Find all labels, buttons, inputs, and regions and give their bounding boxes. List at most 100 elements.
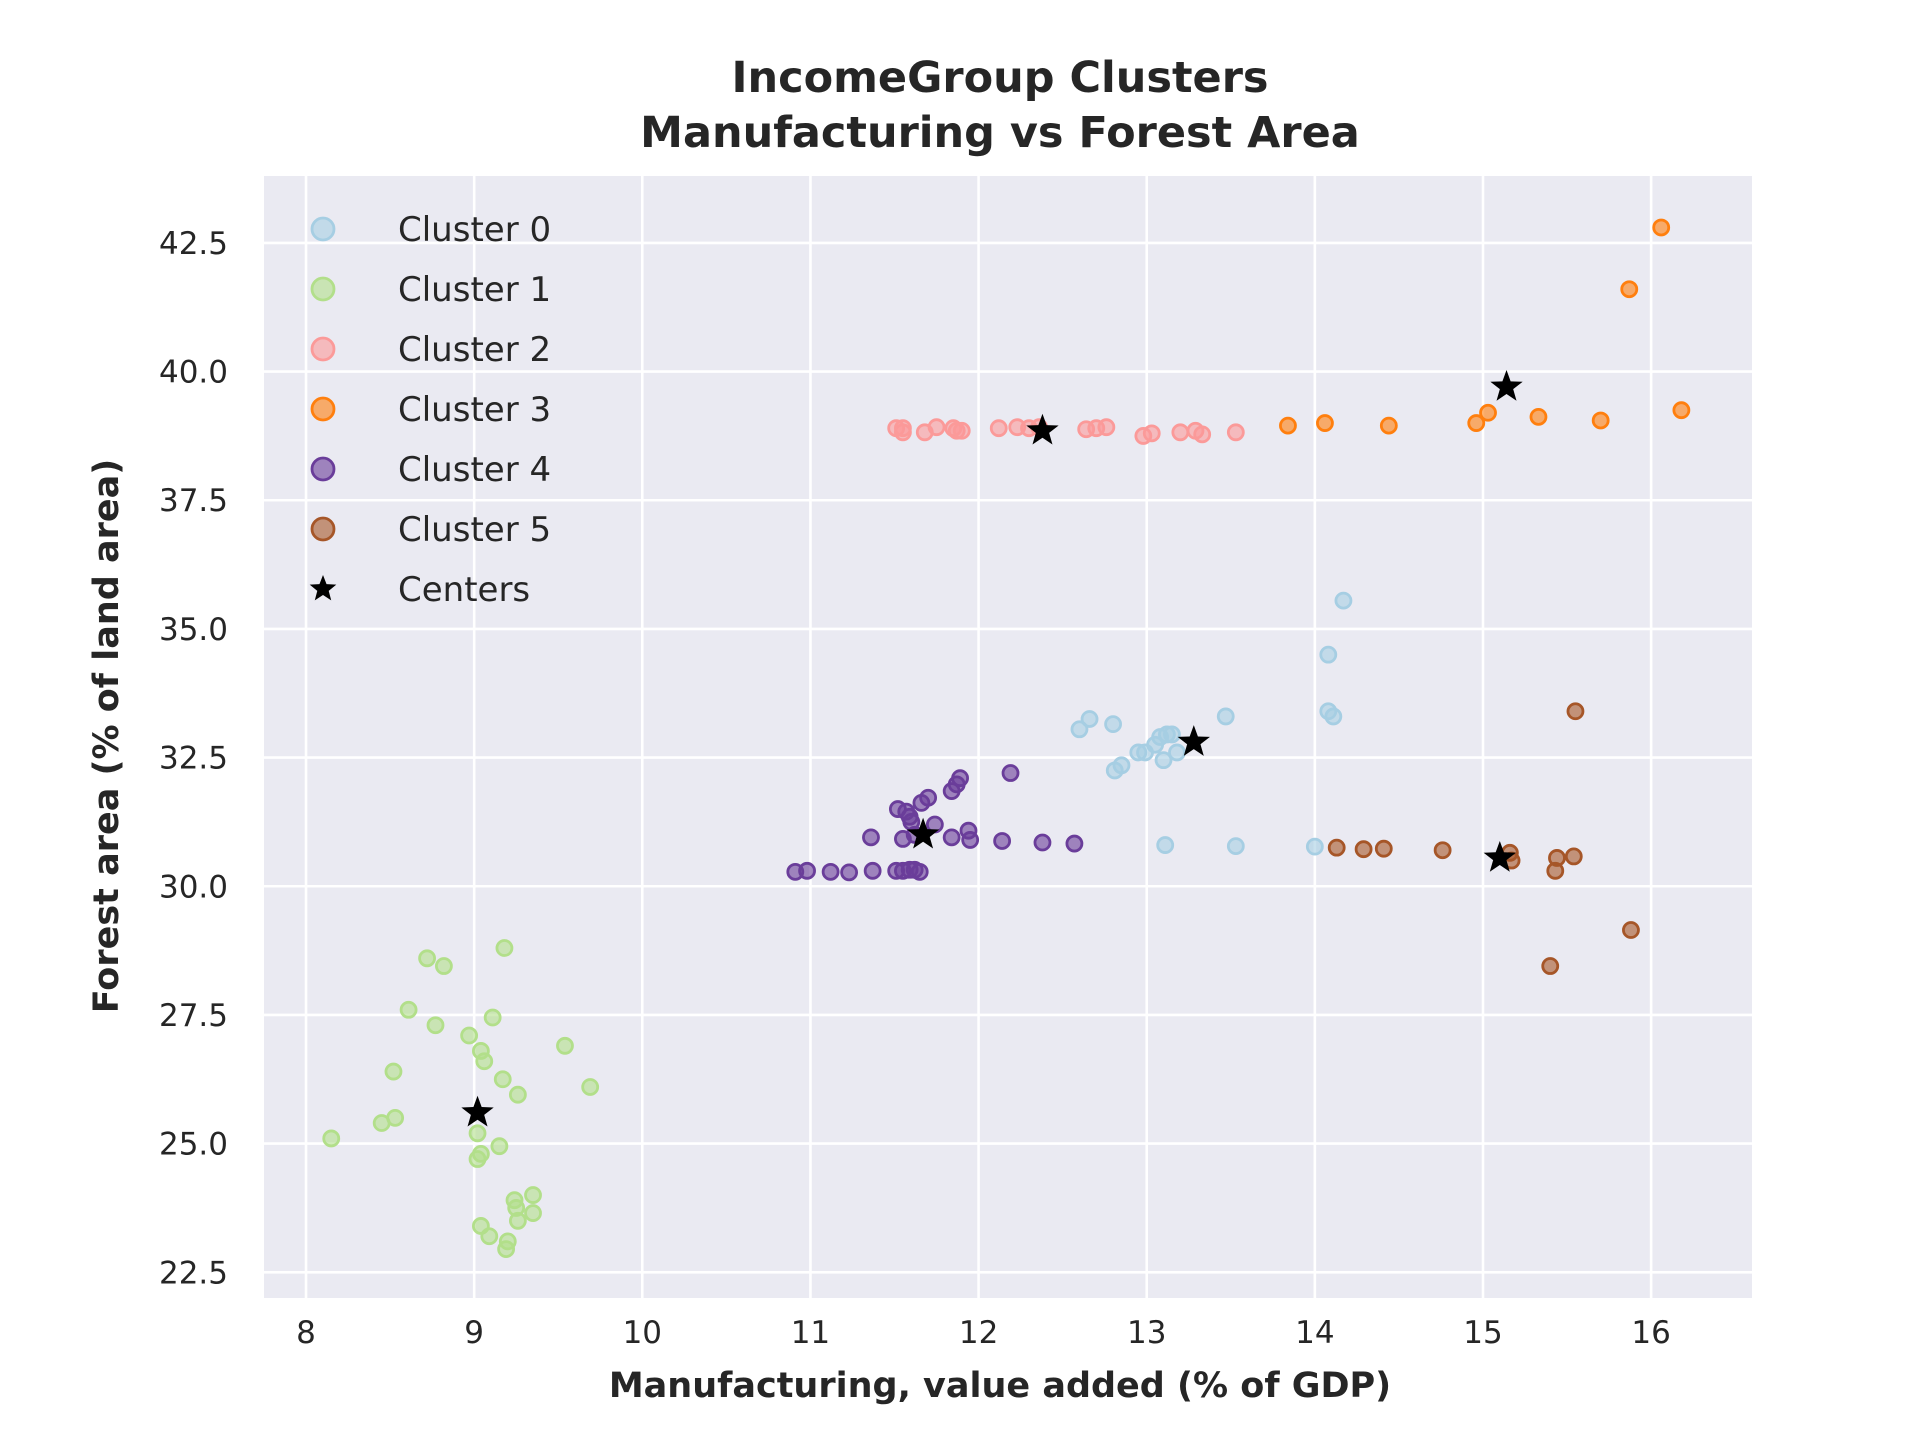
cluster-1-point	[399, 1000, 418, 1019]
cluster-5-point	[1548, 849, 1566, 867]
cluster-3-point	[1529, 407, 1548, 426]
cluster-0-point	[1216, 707, 1235, 726]
cluster-4-point	[961, 831, 980, 849]
cluster-center-star	[906, 817, 940, 849]
legend-marker	[310, 456, 336, 482]
cluster-4-point	[862, 828, 880, 847]
legend-marker	[310, 516, 336, 542]
cluster-5-point	[1374, 839, 1393, 858]
y-tick-label: 35.0	[159, 612, 228, 648]
cluster-5-point	[1433, 841, 1452, 860]
cluster-4-point	[942, 828, 961, 847]
chart-title-line-2: Manufacturing vs Forest Area	[640, 108, 1360, 158]
cluster-0-point	[1226, 837, 1245, 856]
cluster-5-point	[1354, 840, 1373, 859]
cluster-4-point	[1033, 833, 1052, 852]
cluster-4-point	[951, 769, 969, 788]
cluster-0-point	[1168, 743, 1186, 762]
x-axis-ticks: 8 9 10 11 12 13 14 15 16	[296, 1315, 1671, 1351]
cluster-2-point	[894, 419, 912, 438]
cluster-0-point	[1319, 645, 1338, 664]
cluster-3-point	[1479, 403, 1497, 422]
cluster-0-point	[1070, 720, 1089, 739]
cluster-1-point	[468, 1124, 487, 1143]
cluster-0-point	[1080, 710, 1099, 728]
cluster-centers	[461, 370, 1523, 1127]
cluster-0-point	[1334, 591, 1353, 610]
cluster-1-point	[524, 1204, 542, 1222]
legend-label: Cluster 2	[398, 330, 551, 370]
legend-label: Cluster 5	[398, 510, 551, 550]
cluster-1-point	[556, 1036, 574, 1055]
cluster-center-star	[1026, 413, 1059, 445]
cluster-3-point	[1467, 414, 1486, 432]
cluster-3-point	[1652, 218, 1671, 237]
cluster-1-point	[581, 1078, 600, 1096]
cluster-1-point	[426, 1016, 445, 1035]
legend-label: Cluster 0	[398, 210, 551, 250]
legend-marker	[310, 276, 336, 302]
cluster-5-point	[1564, 847, 1583, 866]
cluster-4-point	[993, 832, 1012, 850]
legend: Cluster 0 Cluster 1 Cluster 2 Cluster 3 Clus…	[309, 210, 551, 610]
cluster-1-point	[322, 1129, 341, 1148]
x-axis-title: Manufacturing, value added (% of GDP)	[609, 1366, 1391, 1406]
cluster-1-point	[493, 1070, 512, 1089]
legend-marker-star	[309, 575, 337, 601]
cluster-5-point	[1541, 957, 1560, 975]
cluster-2-point	[1171, 423, 1190, 442]
cluster-2-point	[952, 421, 971, 440]
x-tick-label: 10	[623, 1315, 662, 1351]
x-tick-label: 8	[296, 1315, 316, 1351]
legend-marker	[310, 336, 336, 362]
y-tick-label: 42.5	[159, 226, 228, 262]
cluster-0-point	[1112, 756, 1131, 775]
cluster-center-star	[1483, 840, 1516, 872]
cluster-2-point	[1193, 425, 1212, 444]
y-tick-label: 25.0	[159, 1127, 228, 1163]
y-tick-label: 37.5	[159, 483, 228, 519]
legend-marker	[310, 216, 336, 242]
cluster-0-point	[1163, 725, 1181, 744]
cluster-3-point	[1379, 416, 1398, 435]
cluster-1-point	[480, 1227, 499, 1246]
cluster-2-point	[1226, 423, 1245, 442]
cluster-3-point	[1591, 411, 1610, 430]
cluster-5-point	[1327, 838, 1346, 857]
y-tick-label: 40.0	[159, 355, 228, 391]
cluster-3-point	[1279, 416, 1297, 435]
cluster-3-point	[1620, 280, 1639, 299]
cluster-4-point	[1001, 764, 1020, 782]
y-axis-ticks: 22.5 25.0 27.5 30.0 32.5 35.0 37.5 40.0 42.5	[159, 226, 228, 1291]
x-tick-label: 15	[1463, 1315, 1502, 1351]
x-tick-label: 12	[959, 1315, 998, 1351]
cluster-1-point	[460, 1026, 479, 1045]
cluster-center-star	[1177, 725, 1210, 756]
y-tick-label: 30.0	[159, 869, 228, 905]
cluster-1-point	[524, 1186, 542, 1204]
cluster-0-point	[1154, 751, 1173, 770]
cluster-4-point	[798, 861, 816, 880]
cluster-2-point	[927, 418, 946, 437]
cluster-0-point	[1104, 715, 1122, 734]
legend-label: Cluster 3	[398, 390, 551, 430]
cluster-1-point	[386, 1108, 405, 1127]
cluster-1-point	[384, 1062, 403, 1081]
legend-label: Cluster 4	[398, 450, 551, 490]
cluster-center-star	[1490, 370, 1523, 401]
cluster-4-point	[919, 788, 938, 807]
cluster-2-point	[1142, 424, 1161, 443]
cluster-4-point	[1065, 834, 1084, 853]
cluster-0-point	[1156, 836, 1175, 854]
cluster-2-point	[989, 419, 1008, 438]
data-points	[322, 218, 1691, 1259]
x-tick-label: 16	[1631, 1315, 1670, 1351]
legend-label: Cluster 1	[398, 270, 551, 310]
cluster-4-point	[863, 861, 882, 880]
cluster-4-point	[821, 862, 840, 881]
x-tick-label: 9	[464, 1315, 484, 1351]
cluster-2-point	[1097, 418, 1116, 437]
cluster-1-point	[418, 949, 436, 968]
cluster-5-point	[1622, 921, 1640, 939]
x-tick-label: 13	[1127, 1315, 1166, 1351]
